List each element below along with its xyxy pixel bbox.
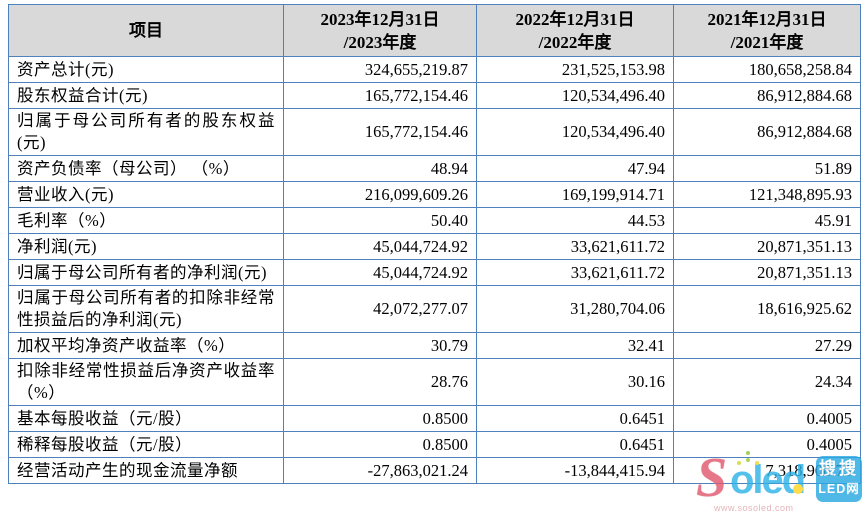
table-row: 净利润(元) 45,044,724.92 33,621,611.72 20,871,3…: [8, 233, 861, 260]
row-label: 资产总计(元): [8, 56, 284, 83]
row-value: 0.6451: [476, 405, 674, 432]
table-row: 经营活动产生的现金流量净额 -27,863,021.24 -13,844,415.9…: [8, 457, 861, 484]
col-header-item-label: 项目: [129, 21, 163, 40]
row-value: 48.94: [283, 155, 477, 182]
row-value: 0.6451: [476, 431, 674, 458]
row-label: 扣除非经常性损益后净资产收益率（%）: [8, 358, 284, 406]
table-row: 股东权益合计(元) 165,772,154.46 120,534,496.40 86,…: [8, 82, 861, 109]
row-label: 归属于母公司所有者的净利润(元): [8, 259, 284, 286]
header-row: 项目 2023年12月31日 /2023年度 2022年12月31日 /2022…: [8, 4, 861, 57]
row-value: 45,044,724.92: [283, 259, 477, 286]
financial-summary-table: 项目 2023年12月31日 /2023年度 2022年12月31日 /2022…: [8, 4, 861, 484]
row-value: 28.76: [283, 358, 477, 406]
row-value: 24.34: [673, 358, 861, 406]
row-value: 50.40: [283, 207, 477, 234]
watermark-dot-icon: [793, 484, 803, 494]
row-value: 180,658,258.84: [673, 56, 861, 83]
row-value: 0.4005: [673, 431, 861, 458]
row-value: 165,772,154.46: [283, 82, 477, 109]
row-value: 86,912,884.68: [673, 82, 861, 109]
row-value: 32.41: [476, 332, 674, 359]
row-value: 45.91: [673, 207, 861, 234]
table-row: 资产总计(元) 324,655,219.87 231,525,153.98 180,6…: [8, 56, 861, 83]
row-value: 86,912,884.68: [673, 108, 861, 156]
row-value: 324,655,219.87: [283, 56, 477, 83]
row-label: 稀释每股收益（元/股）: [8, 431, 284, 458]
col-header-item: 项目: [8, 4, 284, 57]
col-header-2022: 2022年12月31日 /2022年度: [476, 4, 674, 57]
row-label: 毛利率（%）: [8, 207, 284, 234]
table-row: 资产负债率（母公司） （%） 48.94 47.94 51.89: [8, 155, 861, 182]
table-body: 资产总计(元) 324,655,219.87 231,525,153.98 180,6…: [8, 56, 861, 484]
table-header: 项目 2023年12月31日 /2023年度 2022年12月31日 /2022…: [8, 4, 861, 57]
row-value: 169,199,914.71: [476, 181, 674, 208]
row-value: 33,621,611.72: [476, 259, 674, 286]
table-row: 归属于母公司所有者的净利润(元) 45,044,724.92 33,621,611.…: [8, 259, 861, 286]
row-value: 165,772,154.46: [283, 108, 477, 156]
row-value: 27.29: [673, 332, 861, 359]
row-value: 0.8500: [283, 405, 477, 432]
watermark-url: www.sosoled.com: [714, 503, 794, 513]
table-row: 毛利率（%） 50.40 44.53 45.91: [8, 207, 861, 234]
row-value: 20,871,351.13: [673, 259, 861, 286]
row-label: 归属于母公司所有者的股东权益(元): [8, 108, 284, 156]
row-value: 31,280,704.06: [476, 285, 674, 333]
row-value: 20,871,351.13: [673, 233, 861, 260]
row-label: 归属于母公司所有者的扣除非经常性损益后的净利润(元): [8, 285, 284, 333]
row-value: 7,318,908.75: [673, 457, 861, 484]
row-value: 0.4005: [673, 405, 861, 432]
row-value: 42,072,277.07: [283, 285, 477, 333]
row-value: 30.16: [476, 358, 674, 406]
row-value: 121,348,895.93: [673, 181, 861, 208]
row-value: 45,044,724.92: [283, 233, 477, 260]
table-row: 基本每股收益（元/股） 0.8500 0.6451 0.4005: [8, 405, 861, 432]
row-label: 加权平均净资产收益率（%）: [8, 332, 284, 359]
row-value: 120,534,496.40: [476, 82, 674, 109]
row-value: 0.8500: [283, 431, 477, 458]
table-row: 营业收入(元) 216,099,609.26 169,199,914.71 121,3…: [8, 181, 861, 208]
row-value: 44.53: [476, 207, 674, 234]
row-value: 30.79: [283, 332, 477, 359]
row-value: 18,616,925.62: [673, 285, 861, 333]
row-label: 经营活动产生的现金流量净额: [8, 457, 284, 484]
table-row: 稀释每股收益（元/股） 0.8500 0.6451 0.4005: [8, 431, 861, 458]
row-value: 47.94: [476, 155, 674, 182]
row-value: 216,099,609.26: [283, 181, 477, 208]
row-label: 基本每股收益（元/股）: [8, 405, 284, 432]
table-row: 归属于母公司所有者的扣除非经常性损益后的净利润(元) 42,072,277.07 3…: [8, 285, 861, 333]
table-row: 归属于母公司所有者的股东权益(元) 165,772,154.46 120,534,4…: [8, 108, 861, 156]
row-label: 资产负债率（母公司） （%）: [8, 155, 284, 182]
row-value: -27,863,021.24: [283, 457, 477, 484]
row-label: 营业收入(元): [8, 181, 284, 208]
row-value: 33,621,611.72: [476, 233, 674, 260]
row-value: 120,534,496.40: [476, 108, 674, 156]
row-value: 231,525,153.98: [476, 56, 674, 83]
row-value: -13,844,415.94: [476, 457, 674, 484]
col-header-2023: 2023年12月31日 /2023年度: [283, 4, 477, 57]
table-row: 扣除非经常性损益后净资产收益率（%） 28.76 30.16 24.34: [8, 358, 861, 406]
row-value: 51.89: [673, 155, 861, 182]
col-header-2021: 2021年12月31日 /2021年度: [673, 4, 861, 57]
table-row: 加权平均净资产收益率（%） 30.79 32.41 27.29: [8, 332, 861, 359]
row-label: 股东权益合计(元): [8, 82, 284, 109]
row-label: 净利润(元): [8, 233, 284, 260]
